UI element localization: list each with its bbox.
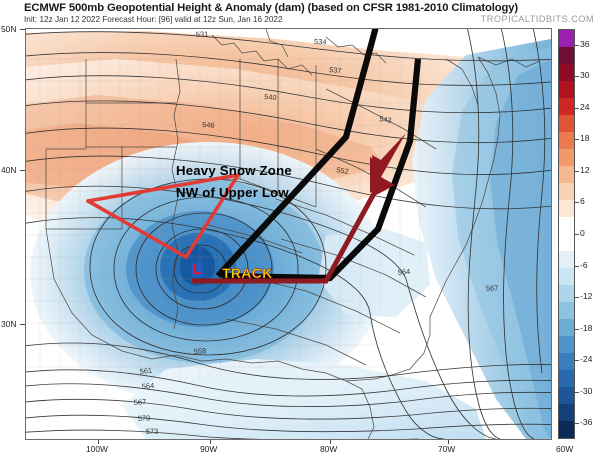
svg-text:534: 534 [314, 37, 327, 46]
colorbar-swatch [559, 217, 574, 234]
svg-text:543: 543 [379, 114, 393, 125]
lat-label-50n: 50N [1, 24, 17, 34]
annotation-heavy-snow-zone: Heavy Snow Zone [176, 163, 292, 178]
colorbar-tick-label: -24 [580, 354, 593, 365]
lon-tick-70w [448, 440, 449, 444]
colorbar-tick [575, 44, 579, 46]
colorbar-swatch [559, 166, 574, 183]
lon-tick-80w [330, 440, 331, 444]
colorbar-tick [575, 234, 579, 235]
colorbar-tick-label: -18 [580, 322, 593, 333]
colorbar-swatch [559, 353, 574, 370]
colorbar-swatch [559, 47, 574, 64]
colorbar-tick-label: 12 [580, 164, 590, 175]
annotation-nw-of-upper-low: NW of Upper Low [176, 185, 289, 200]
colorbar-tick [575, 139, 579, 141]
svg-text:573: 573 [146, 427, 159, 436]
svg-text:564: 564 [397, 267, 410, 277]
lon-label-80w: 80W [320, 444, 338, 454]
svg-text:552: 552 [336, 165, 350, 176]
colorbar-tick [575, 391, 579, 393]
colorbar-swatch [559, 319, 574, 336]
lon-label-60w: 60W [556, 444, 574, 454]
svg-text:531: 531 [196, 29, 209, 39]
colorbar [558, 29, 575, 439]
colorbar-swatch [559, 115, 574, 132]
colorbar-swatch [559, 98, 574, 115]
svg-text:567: 567 [134, 397, 147, 407]
colorbar-tick [575, 170, 579, 172]
colorbar-swatch [559, 421, 574, 438]
svg-text:567: 567 [486, 283, 499, 293]
colorbar-tick [575, 328, 579, 330]
colorbar-swatch [559, 251, 574, 268]
svg-text:546: 546 [202, 120, 215, 130]
colorbar-tick-label: 18 [580, 133, 590, 144]
svg-text:558: 558 [194, 346, 207, 356]
colorbar-swatch [559, 404, 574, 421]
lon-label-100w: 100W [86, 444, 108, 454]
low-center-label: L [192, 261, 204, 278]
lon-tick-100w [98, 440, 99, 444]
lat-label-30n: 30N [1, 319, 17, 329]
map-header: ECMWF 500mb Geopotential Height & Anomal… [0, 0, 600, 28]
colorbar-tick [575, 423, 579, 425]
colorbar-swatch [559, 132, 574, 149]
colorbar-tick-label: -6 [580, 259, 588, 270]
colorbar-tick [575, 76, 579, 78]
colorbar-tick-label: -36 [580, 417, 593, 428]
colorbar-swatch [559, 234, 574, 251]
colorbar-swatch [559, 30, 574, 47]
lat-tick-30n [20, 324, 25, 325]
colorbar-tick-label: 6 [580, 196, 585, 207]
watermark: TROPICALTIDBITS.COM [480, 14, 594, 24]
colorbar-tick-label: -12 [580, 291, 593, 302]
page-title: ECMWF 500mb Geopotential Height & Anomal… [24, 2, 519, 14]
colorbar-swatch [559, 370, 574, 387]
colorbar-swatch [559, 81, 574, 98]
colorbar-swatch [559, 149, 574, 166]
colorbar-swatch [559, 268, 574, 285]
svg-text:540: 540 [264, 92, 277, 102]
lat-tick-50n [20, 29, 25, 30]
lat-tick-40n [20, 170, 25, 171]
lon-label-90w: 90W [200, 444, 218, 454]
svg-text:570: 570 [138, 413, 151, 423]
colorbar-tick [575, 360, 579, 362]
colorbar-swatch [559, 387, 574, 404]
svg-text:561: 561 [139, 366, 152, 376]
colorbar-swatch [559, 200, 574, 217]
svg-text:537: 537 [329, 65, 342, 75]
track-label: TRACK [222, 265, 273, 282]
colorbar-swatch [559, 336, 574, 353]
colorbar-tick [575, 297, 579, 299]
colorbar-tick [575, 202, 579, 204]
colorbar-swatch [559, 64, 574, 81]
colorbar-tick [575, 265, 579, 267]
colorbar-swatch [559, 183, 574, 200]
colorbar-tick-label: 36 [580, 38, 590, 49]
colorbar-swatch [559, 285, 574, 302]
map-graphic: 531 534 537 540 543 546 552 558 561 564 … [26, 29, 551, 439]
svg-text:564: 564 [141, 381, 154, 391]
colorbar-tick [575, 107, 579, 109]
map-canvas: 531 534 537 540 543 546 552 558 561 564 … [25, 28, 552, 440]
colorbar-swatch [559, 302, 574, 319]
lat-label-40n: 40N [1, 165, 17, 175]
colorbar-tick-label: 30 [580, 70, 590, 81]
colorbar-tick-label: 24 [580, 101, 590, 112]
lon-tick-90w [210, 440, 211, 444]
colorbar-tick-label: 0 [580, 228, 585, 238]
lon-label-70w: 70W [438, 444, 456, 454]
model-run-info: Init: 12z Jan 12 2022 Forecast Hour: [96… [24, 15, 283, 24]
colorbar-tick-label: -30 [580, 385, 593, 396]
